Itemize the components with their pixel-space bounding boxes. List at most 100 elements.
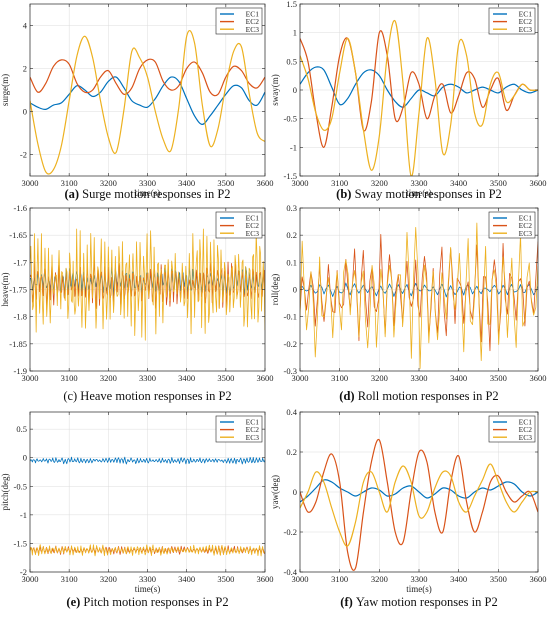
series-group: [300, 19, 538, 176]
x-tick-label: 3600: [530, 373, 547, 383]
caption-text: Roll motion responses in P2: [358, 389, 499, 403]
caption-text: (c) Heave motion responses in P2: [63, 389, 231, 403]
y-axis-label: sway(m): [270, 74, 280, 106]
x-tick-label: 3500: [217, 373, 234, 383]
series-line-ec3: [30, 29, 265, 175]
x-tick-label: 3100: [331, 373, 348, 383]
y-axis-label: yaw(deg): [270, 475, 280, 509]
x-tick-label: 3400: [450, 373, 467, 383]
x-tick-label: 3500: [490, 373, 507, 383]
legend-label-ec2: EC2: [519, 17, 533, 26]
legend-label-ec2: EC2: [246, 221, 260, 230]
x-tick-label: 3200: [371, 574, 388, 584]
y-tick-label: -1.7: [14, 257, 27, 267]
y-axis-label: heave(m): [0, 273, 10, 307]
y-tick-label: 0.5: [16, 424, 27, 434]
y-tick-label: 2: [23, 64, 27, 74]
y-tick-label: 0.4: [286, 407, 297, 417]
x-axis-label: time(s): [406, 188, 432, 198]
y-tick-label: -2: [20, 150, 27, 160]
x-tick-label: 3400: [450, 574, 467, 584]
y-tick-label: -2: [20, 567, 27, 577]
caption-text: Pitch motion responses in P2: [83, 595, 228, 609]
x-tick-label: 3200: [100, 373, 117, 383]
x-tick-label: 3100: [61, 373, 78, 383]
panel-6: 3000 3100 3200 3300 3400 3500 3600 -0.4 -0.2 0 0.2…: [270, 407, 547, 609]
y-tick-label: 0: [293, 487, 297, 497]
y-tick-label: 0: [293, 285, 297, 295]
series-line-ec1: [300, 479, 538, 503]
series-group: [30, 456, 265, 557]
caption-letter: (e): [66, 595, 83, 609]
x-tick-label: 3600: [257, 373, 274, 383]
x-tick-label: 3600: [530, 178, 547, 188]
legend-label-ec3: EC3: [246, 433, 260, 442]
x-tick-label: 3000: [292, 373, 309, 383]
x-tick-label: 3200: [371, 178, 388, 188]
x-tick-label: 3300: [411, 574, 428, 584]
panel-caption: (a) Surge motion responses in P2: [64, 187, 230, 201]
series-line-ec3: [300, 463, 538, 547]
y-tick-label: 1.5: [286, 0, 297, 9]
series-line-ec3: [30, 544, 265, 557]
panel-1: 3000 3100 3200 3300 3400 3500 3600 -2 0 2 4 time(s)…: [0, 3, 274, 201]
y-tick-label: 0.5: [286, 56, 297, 66]
caption-letter: (a): [64, 187, 82, 201]
y-tick-label: 1: [293, 28, 297, 38]
series-group: [300, 438, 538, 571]
x-tick-label: 3200: [100, 574, 117, 584]
panel-4: 3000 3100 3200 3300 3400 3500 3600 -0.3 -0.2 -0.1…: [270, 203, 547, 403]
x-tick-label: 3100: [331, 574, 348, 584]
y-tick-label: 4: [23, 21, 28, 31]
panel-caption: (e) Pitch motion responses in P2: [66, 595, 228, 609]
y-tick-label: 0: [23, 107, 27, 117]
y-tick-label: 0: [23, 453, 27, 463]
y-tick-label: -1.9: [14, 366, 27, 376]
y-tick-label: -0.5: [284, 114, 297, 124]
panel-2: 3000 3100 3200 3300 3400 3500 3600 -1.5 -1 -0.5 0 0…: [270, 0, 547, 201]
legend-label-ec3: EC3: [246, 229, 260, 238]
legend-label-ec2: EC2: [246, 17, 260, 26]
x-tick-label: 3400: [178, 373, 195, 383]
series-line-ec3: [30, 228, 265, 341]
x-tick-label: 3300: [411, 178, 428, 188]
x-tick-label: 3400: [450, 178, 467, 188]
legend-label-ec2: EC2: [246, 425, 260, 434]
y-tick-label: -1.75: [9, 285, 27, 295]
panel-3: 3000 3100 3200 3300 3400 3500 3600 -1.9 -1.85 -1.…: [0, 203, 274, 403]
series-group: [30, 228, 265, 341]
x-tick-label: 3500: [490, 574, 507, 584]
series-line-ec3: [300, 19, 538, 176]
x-tick-label: 3000: [292, 574, 309, 584]
caption-text: Sway motion responses in P2: [355, 187, 502, 201]
y-tick-label: -1.85: [9, 339, 27, 349]
legend-label-ec3: EC3: [519, 25, 533, 34]
y-axis-label: roll(deg): [270, 274, 280, 306]
y-tick-label: -0.2: [284, 527, 297, 537]
series-line-ec2: [300, 30, 538, 148]
x-tick-label: 3500: [217, 178, 234, 188]
panel-caption: (d) Roll motion responses in P2: [339, 389, 498, 403]
series-line-ec1: [30, 456, 265, 465]
x-tick-label: 3100: [61, 178, 78, 188]
series-line-ec1: [300, 282, 538, 298]
x-tick-label: 3300: [411, 373, 428, 383]
x-tick-label: 3200: [100, 178, 117, 188]
legend-label-ec1: EC1: [519, 10, 533, 19]
y-tick-label: -1.6: [14, 203, 27, 213]
series-line-ec1: [300, 66, 538, 108]
legend-label-ec2: EC2: [519, 425, 533, 434]
y-tick-label: -1: [20, 510, 27, 520]
panel-caption: (c) Heave motion responses in P2: [63, 389, 231, 403]
caption-text: Surge motion responses in P2: [82, 187, 230, 201]
legend-label-ec3: EC3: [519, 433, 533, 442]
panel-caption: (b) Sway motion responses in P2: [336, 187, 502, 201]
y-axis-label: pitch(deg): [0, 474, 10, 511]
legend-label-ec3: EC3: [246, 25, 260, 34]
y-tick-label: 0.2: [286, 230, 297, 240]
series-line-ec1: [30, 76, 265, 125]
